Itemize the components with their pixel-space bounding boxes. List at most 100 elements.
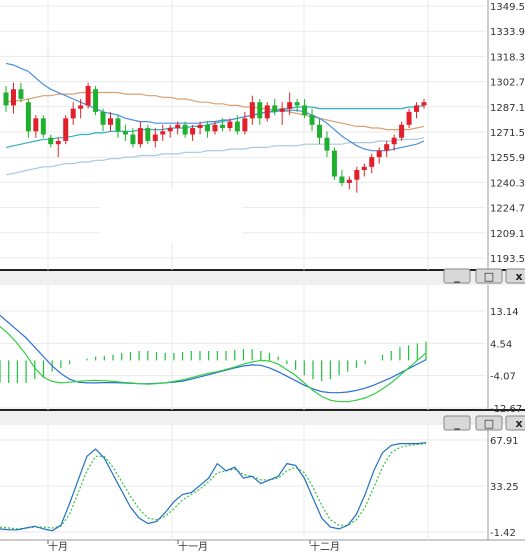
- candle-body: [18, 89, 24, 99]
- candle-body: [339, 176, 345, 183]
- y-tick-label: 1193.55: [490, 254, 525, 265]
- candle-body: [152, 134, 158, 141]
- candle-body: [3, 92, 9, 106]
- candle-body: [130, 134, 136, 145]
- x-axis: 十月 十一月 十二月: [47, 540, 340, 553]
- candle-body: [175, 124, 181, 129]
- candle-body: [93, 89, 99, 112]
- candle-body: [197, 124, 203, 129]
- y-tick-label: 1318.34: [490, 52, 525, 63]
- stoch-d-line: [0, 443, 427, 530]
- candle-body: [406, 111, 412, 125]
- restore-button[interactable]: □: [475, 415, 503, 431]
- ma-orange-line: [5, 91, 425, 131]
- x-tick-label: 十一月: [178, 540, 208, 553]
- y-tick-label: 1333.94: [490, 27, 525, 38]
- candle-body: [100, 111, 106, 125]
- candle-body: [346, 179, 352, 183]
- candle-body: [190, 128, 196, 135]
- candle-body: [108, 118, 113, 125]
- restore-icon: □: [484, 270, 494, 283]
- candle-body: [317, 124, 322, 138]
- stoch-k-line: [0, 442, 427, 532]
- candle-body: [137, 128, 143, 145]
- minimize-icon: _: [454, 417, 460, 430]
- button-frame: [443, 268, 471, 284]
- panel-buttons[interactable]: _ □ x _ □ x: [443, 268, 525, 431]
- y-tick-label: -4.07: [490, 372, 516, 383]
- candle-body: [78, 105, 84, 109]
- button-frame: [443, 415, 471, 431]
- candle-body: [40, 118, 46, 135]
- candle-body: [182, 124, 188, 135]
- y-tick-label: 1240.35: [490, 178, 525, 189]
- y-tick-label: 4.54: [490, 339, 512, 350]
- macd-panel: [0, 314, 427, 403]
- candle-body: [70, 108, 76, 119]
- candle-body: [272, 105, 278, 112]
- price-panel: [3, 62, 427, 242]
- y-tick-label: 33.25: [490, 482, 519, 493]
- candle-body: [354, 170, 360, 180]
- close-icon: x: [515, 417, 522, 430]
- candle-body: [48, 137, 54, 145]
- candle-body: [399, 124, 405, 138]
- minimize-button[interactable]: _: [443, 415, 471, 431]
- candle-body: [227, 121, 233, 129]
- candle-body: [55, 140, 61, 145]
- y-tick-label: 1271.55: [490, 128, 525, 139]
- candle-body: [376, 150, 382, 158]
- candle-body: [361, 166, 367, 171]
- candle-body: [302, 105, 308, 116]
- minimize-button[interactable]: _: [443, 268, 471, 284]
- candle-body: [85, 86, 91, 106]
- candle-body: [324, 137, 330, 151]
- candle-body: [391, 137, 397, 145]
- y-tick-label: 1224.75: [490, 204, 525, 215]
- macd-signal-line: [0, 314, 427, 394]
- x-tick-label: 十二月: [310, 540, 340, 553]
- candle-body: [25, 102, 31, 132]
- close-icon: x: [515, 270, 522, 283]
- y-tick-label: 13.14: [490, 307, 519, 318]
- button-frame: [475, 415, 503, 431]
- y-tick-label: 1209.15: [490, 229, 525, 240]
- ma-lightblue-line: [5, 137, 425, 176]
- stoch-panel: [0, 442, 427, 532]
- candle-body: [369, 157, 375, 167]
- candle-body: [63, 118, 69, 141]
- button-frame: [505, 268, 525, 284]
- y-tick-label: 67.91: [490, 436, 519, 447]
- y-tick-label: -1.42: [490, 528, 516, 539]
- candle-body: [145, 128, 151, 141]
- y-tick-label: 1302.74: [490, 78, 525, 89]
- candle-body: [10, 89, 16, 106]
- candle-body: [219, 124, 225, 129]
- restore-button[interactable]: □: [475, 268, 503, 284]
- restore-icon: □: [484, 417, 494, 430]
- candle-body: [115, 118, 121, 132]
- panel-separator: [0, 270, 525, 285]
- candle-body: [33, 118, 39, 132]
- y-tick-label: 1287.14: [490, 103, 525, 114]
- candle-body: [205, 124, 211, 132]
- panel-separator: [0, 410, 525, 425]
- candle-body: [279, 108, 285, 112]
- candle-body: [212, 124, 218, 132]
- button-frame: [505, 415, 525, 431]
- y-tick-label: -12.67: [490, 404, 522, 415]
- close-button[interactable]: x: [505, 268, 525, 284]
- candle-body: [249, 102, 255, 119]
- y-tick-label: 1255.95: [490, 153, 525, 164]
- close-button[interactable]: x: [505, 415, 525, 431]
- minimize-icon: _: [454, 270, 460, 283]
- candle-body: [309, 115, 315, 125]
- candle-body: [234, 121, 240, 132]
- candle-body: [421, 102, 427, 106]
- y-axis-labels: 1349.54 1333.94 1318.34 1302.74 1287.14 1271.…: [490, 2, 525, 539]
- candle-body: [384, 144, 390, 151]
- candle-body: [294, 102, 300, 106]
- x-tick-label: 十月: [48, 540, 68, 553]
- candle-body: [287, 102, 293, 109]
